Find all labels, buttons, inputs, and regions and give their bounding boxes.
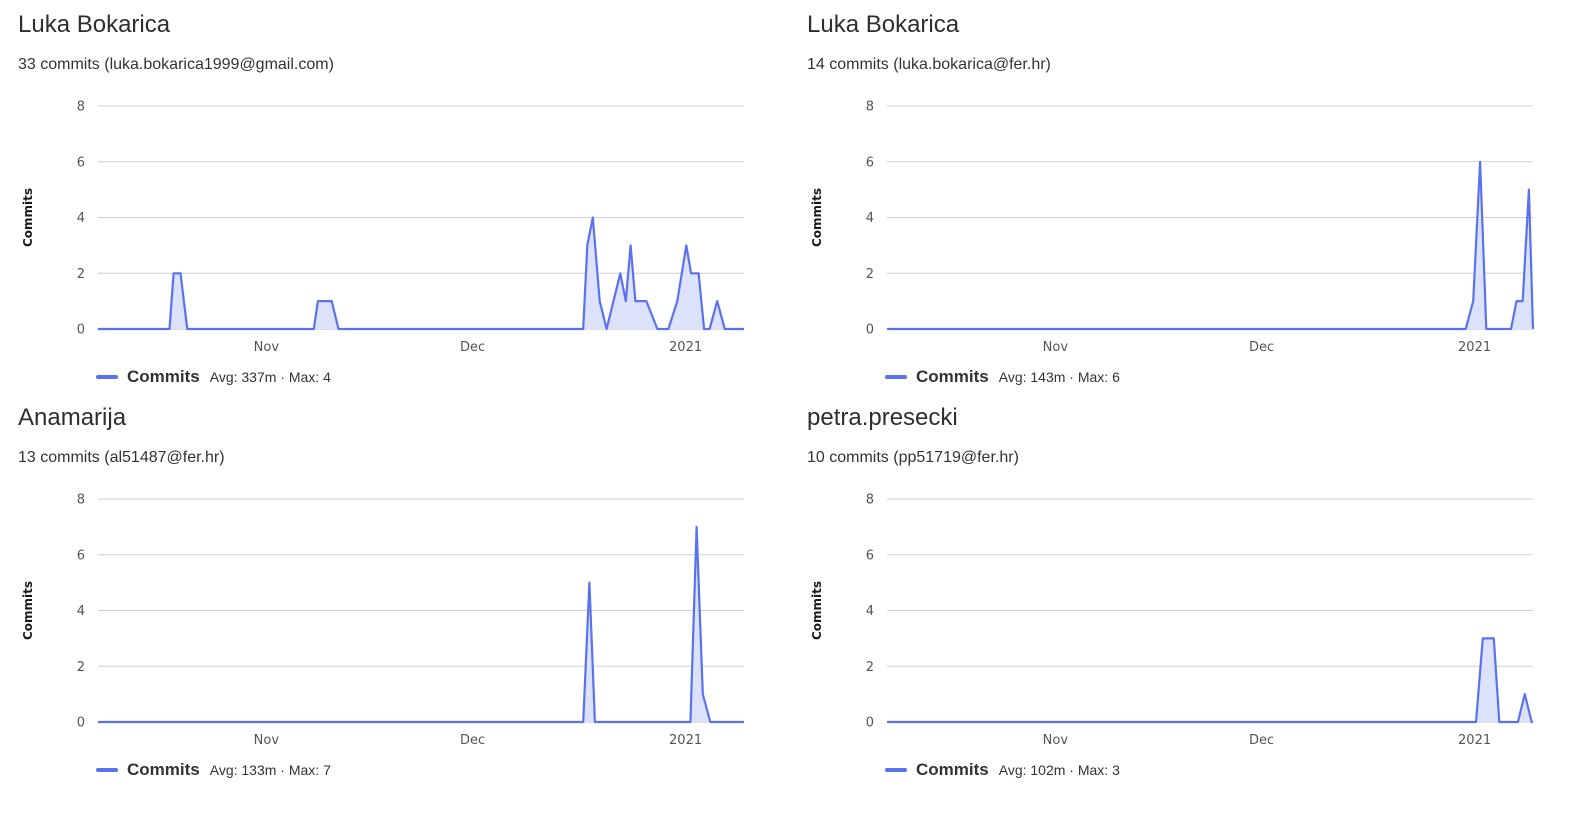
x-tick-label: Dec [1249, 340, 1274, 355]
y-tick-label: 0 [866, 323, 874, 338]
chart-legend[interactable]: Commits Avg: 102m · Max: 3 [885, 759, 1120, 781]
y-tick-label: 6 [866, 155, 874, 170]
y-tick-label: 8 [866, 100, 874, 115]
legend-swatch-icon [96, 375, 118, 379]
legend-stats: Avg: 337m · Max: 4 [209, 369, 331, 385]
contributor-panel: Anamarija 13 commits (al51487@fer.hr) 0 2… [18, 393, 778, 793]
legend-series-name: Commits [127, 367, 200, 386]
series-area [887, 638, 1533, 722]
y-axis-title: Commits [21, 188, 35, 247]
legend-series-name: Commits [127, 760, 200, 779]
y-tick-label: 0 [77, 716, 85, 731]
x-tick-label: Nov [1043, 340, 1069, 355]
contributor-commits: 13 commits (al51487@fer.hr) [18, 449, 225, 466]
series-area [98, 526, 744, 722]
contributor-panel: Luka Bokarica 14 commits (luka.bokarica@… [807, 0, 1567, 400]
legend-swatch-icon [885, 375, 907, 379]
y-tick-label: 4 [77, 211, 85, 226]
contributor-commits: 14 commits (luka.bokarica@fer.hr) [807, 56, 1051, 73]
legend-stats: Avg: 102m · Max: 3 [998, 762, 1120, 778]
series-line [98, 216, 744, 331]
contributor-name: petra.presecki [807, 404, 958, 431]
y-axis-title: Commits [810, 581, 824, 640]
series-area [887, 161, 1533, 329]
y-tick-label: 2 [866, 267, 874, 282]
chart-legend[interactable]: Commits Avg: 337m · Max: 4 [96, 366, 331, 388]
contributor-panel: petra.presecki 10 commits (pp51719@fer.h… [807, 393, 1567, 793]
chart-legend[interactable]: Commits Avg: 133m · Max: 7 [96, 759, 331, 781]
contributor-panel: Luka Bokarica 33 commits (luka.bokarica1… [18, 0, 778, 400]
y-tick-label: 6 [77, 548, 85, 563]
commits-chart: 0 2 4 6 8 Nov Dec 2021 Commits [21, 493, 745, 748]
legend-stats: Avg: 133m · Max: 7 [209, 762, 331, 778]
x-tick-label: 2021 [669, 733, 702, 748]
commits-chart: 0 2 4 6 8 Nov Dec 2021 Commits [21, 100, 745, 355]
y-tick-label: 2 [77, 660, 85, 675]
y-tick-label: 8 [866, 493, 874, 508]
x-tick-label: Nov [254, 733, 280, 748]
y-tick-label: 8 [77, 493, 85, 508]
x-tick-label: 2021 [1458, 733, 1491, 748]
y-tick-label: 0 [77, 323, 85, 338]
contributor-commits: 33 commits (luka.bokarica1999@gmail.com) [18, 56, 334, 73]
series-line [98, 525, 744, 724]
legend-series-name: Commits [916, 760, 989, 779]
y-tick-label: 2 [866, 660, 874, 675]
x-tick-label: Dec [1249, 733, 1274, 748]
series-line [887, 637, 1533, 724]
contributor-name: Luka Bokarica [18, 11, 171, 38]
commits-chart: 0 2 4 6 8 Nov Dec 2021 Commits [810, 100, 1535, 355]
legend-swatch-icon [885, 768, 907, 772]
y-tick-label: 4 [866, 604, 874, 619]
legend-swatch-icon [96, 768, 118, 772]
y-tick-label: 8 [77, 100, 85, 115]
series-line [887, 160, 1535, 331]
y-tick-label: 4 [866, 211, 874, 226]
y-axis-title: Commits [810, 188, 824, 247]
x-tick-label: 2021 [1458, 340, 1491, 355]
y-tick-label: 0 [866, 716, 874, 731]
chart-legend[interactable]: Commits Avg: 143m · Max: 6 [885, 366, 1120, 388]
legend-series-name: Commits [916, 367, 989, 386]
y-tick-label: 2 [77, 267, 85, 282]
x-tick-label: Dec [460, 733, 485, 748]
x-tick-label: 2021 [669, 340, 702, 355]
x-tick-label: Nov [1043, 733, 1069, 748]
y-tick-label: 6 [866, 548, 874, 563]
x-tick-label: Nov [254, 340, 280, 355]
legend-stats: Avg: 143m · Max: 6 [998, 369, 1120, 385]
contributor-commits: 10 commits (pp51719@fer.hr) [807, 449, 1019, 466]
y-tick-label: 6 [77, 155, 85, 170]
contributor-name: Luka Bokarica [807, 11, 960, 38]
y-tick-label: 4 [77, 604, 85, 619]
contributor-name: Anamarija [18, 404, 127, 431]
commits-chart: 0 2 4 6 8 Nov Dec 2021 Commits [810, 493, 1534, 748]
y-axis-title: Commits [21, 581, 35, 640]
series-area [98, 217, 744, 329]
x-tick-label: Dec [460, 340, 485, 355]
